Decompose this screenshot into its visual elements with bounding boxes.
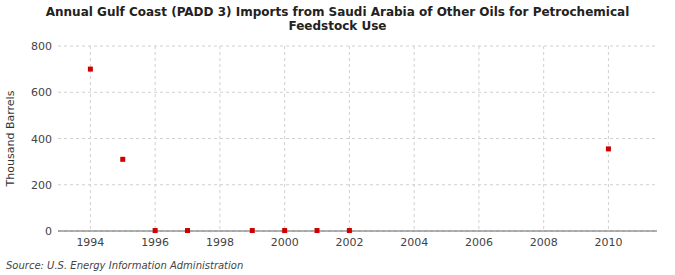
y-grid-line [58, 184, 657, 185]
x-tick-label: 2004 [400, 236, 428, 249]
x-tick-label: 1994 [76, 236, 104, 249]
x-grid-line [155, 46, 156, 231]
x-tick-label: 2006 [465, 236, 493, 249]
x-grid-line [608, 46, 609, 231]
point [153, 228, 158, 233]
x-tick-label: 1996 [141, 236, 169, 249]
x-grid-line [478, 46, 479, 231]
x-axis-line [58, 231, 657, 232]
source-note: Source: U.S. Energy Information Administ… [6, 260, 243, 271]
point [606, 146, 611, 151]
y-axis-label: Thousand Barrels [4, 90, 17, 187]
background [0, 0, 675, 275]
x-tick-label: 2002 [335, 236, 363, 249]
point [315, 228, 320, 233]
x-tick-label: 2010 [594, 236, 622, 249]
grid [58, 46, 657, 231]
point [88, 67, 93, 72]
y-tick-label: 400 [31, 133, 52, 146]
point [347, 228, 352, 233]
title-line: Annual Gulf Coast (PADD 3) Imports from … [46, 5, 630, 19]
x-grid-line [90, 46, 91, 231]
y-tick-label: 0 [45, 225, 52, 238]
y-grid-line [58, 138, 657, 139]
axes: 0 200 400 600 800 1994 1996 1998 2000 2002 2004 200… [31, 40, 657, 249]
point [120, 157, 125, 162]
x-grid-line [349, 46, 350, 231]
x-tick-label: 2008 [530, 236, 558, 249]
point [250, 228, 255, 233]
chart-container: Annual Gulf Coast (PADD 3) Imports from … [0, 0, 675, 275]
title: Annual Gulf Coast (PADD 3) Imports from … [46, 5, 630, 33]
point [282, 228, 287, 233]
x-grid-line [219, 46, 220, 231]
y-grid-line [58, 231, 657, 232]
chart-svg: Annual Gulf Coast (PADD 3) Imports from … [0, 0, 675, 275]
y-grid-line [58, 92, 657, 93]
x-grid-line [543, 46, 544, 231]
y-tick-label: 200 [31, 179, 52, 192]
point [185, 228, 190, 233]
x-tick-label: 2000 [271, 236, 299, 249]
x-grid-line [284, 46, 285, 231]
x-grid-line [414, 46, 415, 231]
y-grid-line [58, 46, 657, 47]
title-line: Feedstock Use [289, 19, 387, 33]
points [88, 67, 611, 233]
y-tick-label: 800 [31, 40, 52, 53]
y-tick-label: 600 [31, 86, 52, 99]
x-tick-label: 1998 [206, 236, 234, 249]
